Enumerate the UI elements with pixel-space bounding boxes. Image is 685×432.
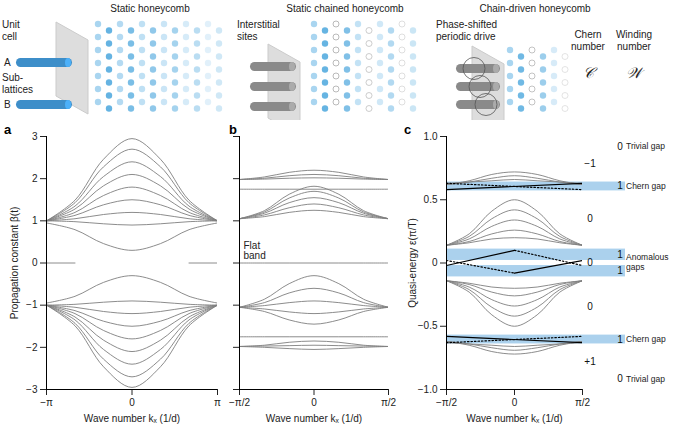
svg-text:Sub-lattices: Sub-lattices xyxy=(2,72,33,95)
svg-text:3: 3 xyxy=(32,131,38,142)
svg-text:Quasi-energy ε(π/T): Quasi-energy ε(π/T) xyxy=(407,218,418,308)
svg-text:0: 0 xyxy=(129,397,135,408)
svg-text:Flatband: Flatband xyxy=(244,240,266,261)
svg-text:−3: −3 xyxy=(26,384,38,395)
svg-text:Interstitialsites: Interstitialsites xyxy=(237,19,280,42)
svg-text:2: 2 xyxy=(32,173,38,184)
svg-text:0.5: 0.5 xyxy=(424,194,438,205)
svg-text:Wave number kₓ (1/d): Wave number kₓ (1/d) xyxy=(84,413,180,424)
svg-text:0: 0 xyxy=(512,397,518,408)
svg-text:Propagation constant β(t): Propagation constant β(t) xyxy=(9,207,20,319)
svg-text:Anomalousgaps: Anomalousgaps xyxy=(626,252,669,272)
svg-text:π/2: π/2 xyxy=(575,397,591,408)
svg-text:Unitcell: Unitcell xyxy=(2,19,20,42)
svg-text:−1: −1 xyxy=(26,299,38,310)
svg-text:B: B xyxy=(4,99,11,110)
svg-text:0: 0 xyxy=(587,257,593,268)
svg-text:π: π xyxy=(214,397,221,408)
svg-text:1: 1 xyxy=(617,265,623,276)
svg-text:𝒲: 𝒲 xyxy=(626,64,645,82)
svg-text:−π: −π xyxy=(40,397,53,408)
svg-text:A: A xyxy=(4,57,11,68)
svg-text:Trivial gap: Trivial gap xyxy=(626,141,665,151)
html-text:a: a xyxy=(4,122,12,137)
svg-text:Static honeycomb: Static honeycomb xyxy=(110,3,190,14)
html-text:c: c xyxy=(404,122,412,137)
svg-text:Wave number kₓ (1/d): Wave number kₓ (1/d) xyxy=(466,413,562,424)
svg-text:1: 1 xyxy=(617,334,623,345)
svg-text:−π/2: −π/2 xyxy=(436,397,458,408)
svg-text:0: 0 xyxy=(617,373,623,384)
svg-text:0: 0 xyxy=(432,257,438,268)
svg-text:0: 0 xyxy=(587,213,593,224)
svg-text:1: 1 xyxy=(617,180,623,191)
svg-text:π/2: π/2 xyxy=(381,397,397,408)
svg-text:−0.5: −0.5 xyxy=(418,320,438,331)
svg-text:Static chained honeycomb: Static chained honeycomb xyxy=(286,3,404,14)
svg-text:0: 0 xyxy=(32,257,38,268)
svg-text:Windingnumber: Windingnumber xyxy=(616,29,652,52)
svg-text:Trivial gap: Trivial gap xyxy=(626,374,665,384)
svg-text:0: 0 xyxy=(587,301,593,312)
svg-text:−1: −1 xyxy=(584,158,596,169)
svg-text:−1.0: −1.0 xyxy=(418,384,438,395)
svg-text:Chern gap: Chern gap xyxy=(626,334,666,344)
svg-text:𝒞: 𝒞 xyxy=(583,64,598,82)
svg-text:1.0: 1.0 xyxy=(424,131,438,142)
svg-text:Wave number kₓ (1/d): Wave number kₓ (1/d) xyxy=(266,413,362,424)
html-text:b: b xyxy=(229,122,237,137)
svg-text:Phase-shiftedperiodic drive: Phase-shiftedperiodic drive xyxy=(436,19,497,42)
svg-text:1: 1 xyxy=(32,215,38,226)
svg-text:0: 0 xyxy=(617,141,623,152)
svg-text:1: 1 xyxy=(617,249,623,260)
svg-text:−2: −2 xyxy=(26,342,38,353)
svg-text:+1: +1 xyxy=(584,356,596,367)
svg-text:0: 0 xyxy=(311,397,317,408)
svg-text:Chernnumber: Chernnumber xyxy=(571,29,606,52)
svg-text:Chern gap: Chern gap xyxy=(626,181,666,191)
svg-text:Chain-driven honeycomb: Chain-driven honeycomb xyxy=(479,3,591,14)
svg-text:−π/2: −π/2 xyxy=(229,397,251,408)
